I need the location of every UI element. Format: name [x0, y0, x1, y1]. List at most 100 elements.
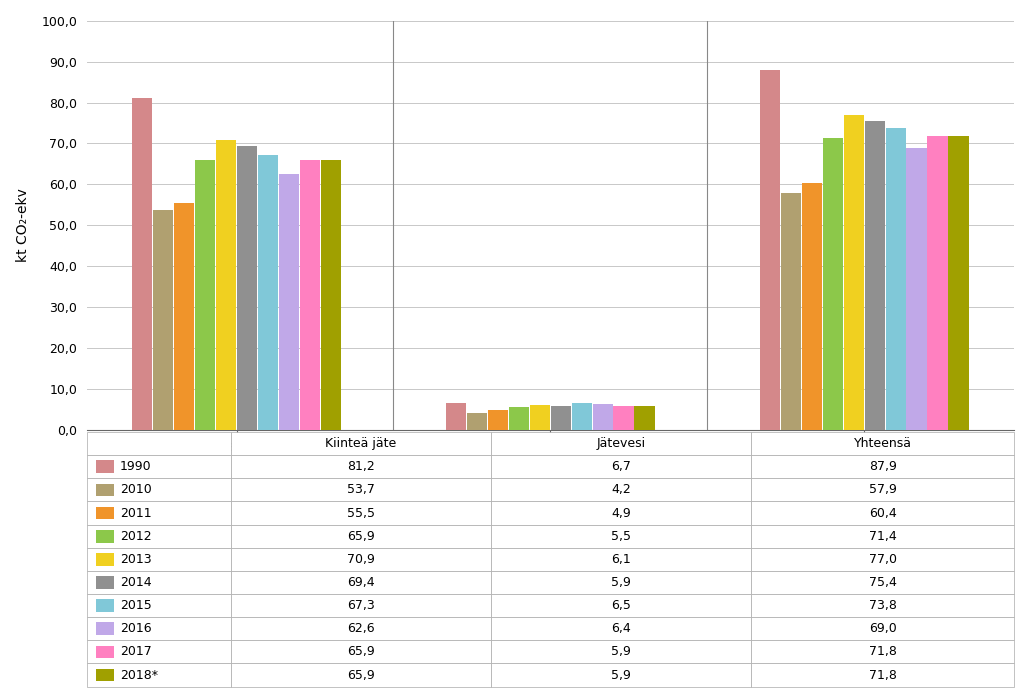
- Bar: [87, 571, 230, 594]
- Text: 5,9: 5,9: [611, 645, 631, 658]
- Bar: [230, 594, 492, 617]
- Bar: [752, 663, 1014, 687]
- Text: 4,9: 4,9: [611, 506, 631, 519]
- Text: 77,0: 77,0: [868, 553, 897, 566]
- Bar: [95, 623, 115, 635]
- Bar: [95, 553, 115, 566]
- Text: 69,0: 69,0: [868, 622, 896, 635]
- Bar: [95, 530, 115, 543]
- Bar: [752, 594, 1014, 617]
- Bar: [760, 70, 780, 430]
- Bar: [87, 432, 230, 455]
- Text: 2010: 2010: [120, 484, 152, 497]
- Bar: [492, 594, 752, 617]
- Bar: [87, 594, 230, 617]
- Bar: [752, 455, 1014, 478]
- Bar: [95, 576, 115, 589]
- Y-axis label: kt CO₂-ekv: kt CO₂-ekv: [16, 189, 31, 262]
- Text: 5,9: 5,9: [611, 669, 631, 682]
- Text: 65,9: 65,9: [347, 530, 375, 543]
- Bar: [230, 617, 492, 641]
- Text: 2014: 2014: [120, 576, 152, 589]
- Text: 57,9: 57,9: [868, 484, 897, 497]
- Bar: [492, 432, 752, 455]
- Bar: [886, 128, 906, 430]
- Bar: [95, 460, 115, 473]
- Bar: [635, 406, 654, 430]
- Text: 60,4: 60,4: [868, 506, 896, 519]
- Bar: [87, 478, 230, 502]
- Text: 5,5: 5,5: [611, 530, 631, 543]
- Bar: [492, 548, 752, 571]
- Bar: [230, 455, 492, 478]
- Text: 73,8: 73,8: [868, 599, 897, 612]
- Bar: [230, 502, 492, 525]
- Bar: [492, 571, 752, 594]
- Bar: [446, 402, 466, 430]
- Text: 2018*: 2018*: [120, 669, 158, 682]
- Bar: [752, 432, 1014, 455]
- Bar: [492, 455, 752, 478]
- Bar: [95, 599, 115, 612]
- Text: Kiinteä jäte: Kiinteä jäte: [326, 437, 396, 450]
- Bar: [781, 193, 801, 430]
- Bar: [95, 506, 115, 519]
- Bar: [613, 406, 634, 430]
- Bar: [752, 502, 1014, 525]
- Bar: [87, 525, 230, 548]
- Text: 81,2: 81,2: [347, 460, 375, 473]
- Text: 67,3: 67,3: [347, 599, 375, 612]
- Bar: [87, 617, 230, 641]
- Bar: [230, 432, 492, 455]
- Bar: [802, 183, 822, 430]
- Bar: [230, 663, 492, 687]
- Bar: [928, 136, 947, 430]
- Text: 71,8: 71,8: [868, 645, 897, 658]
- Text: 71,4: 71,4: [868, 530, 896, 543]
- Text: 70,9: 70,9: [347, 553, 375, 566]
- Bar: [864, 121, 885, 430]
- Bar: [87, 548, 230, 571]
- Bar: [230, 478, 492, 502]
- Bar: [492, 502, 752, 525]
- Bar: [752, 617, 1014, 641]
- Text: 2017: 2017: [120, 645, 152, 658]
- Bar: [488, 410, 508, 430]
- Bar: [154, 210, 173, 430]
- Bar: [95, 645, 115, 658]
- Bar: [230, 571, 492, 594]
- Text: 2016: 2016: [120, 622, 152, 635]
- Bar: [571, 403, 592, 430]
- Bar: [492, 663, 752, 687]
- Text: 6,4: 6,4: [611, 622, 631, 635]
- Bar: [551, 406, 571, 430]
- Text: Jätevesi: Jätevesi: [597, 437, 646, 450]
- Bar: [822, 138, 843, 430]
- Bar: [237, 146, 257, 430]
- Bar: [844, 115, 864, 430]
- Text: 6,7: 6,7: [611, 460, 631, 473]
- Bar: [752, 641, 1014, 663]
- Bar: [279, 174, 299, 430]
- Text: 53,7: 53,7: [347, 484, 375, 497]
- Bar: [752, 525, 1014, 548]
- Bar: [230, 641, 492, 663]
- Text: 1990: 1990: [120, 460, 152, 473]
- Text: 69,4: 69,4: [347, 576, 375, 589]
- Bar: [492, 478, 752, 502]
- Bar: [467, 413, 487, 430]
- Bar: [948, 136, 969, 430]
- Text: 2013: 2013: [120, 553, 152, 566]
- Bar: [492, 641, 752, 663]
- Bar: [87, 502, 230, 525]
- Text: 87,9: 87,9: [868, 460, 897, 473]
- Text: 5,9: 5,9: [611, 576, 631, 589]
- Bar: [752, 548, 1014, 571]
- Bar: [300, 160, 319, 430]
- Text: 2012: 2012: [120, 530, 152, 543]
- Bar: [230, 525, 492, 548]
- Bar: [216, 140, 237, 430]
- Text: 62,6: 62,6: [347, 622, 375, 635]
- Bar: [230, 548, 492, 571]
- Bar: [529, 405, 550, 430]
